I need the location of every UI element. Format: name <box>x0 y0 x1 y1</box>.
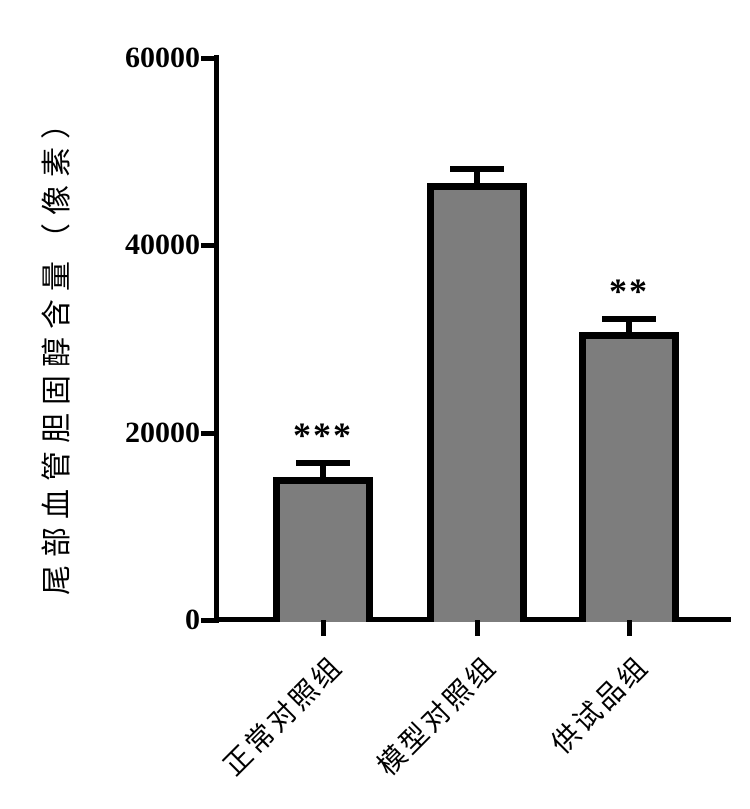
y-axis-tick-label: 0 <box>185 603 200 636</box>
error-bar-cap <box>602 316 656 323</box>
y-axis-line <box>214 55 219 623</box>
y-axis-tick <box>201 56 216 61</box>
error-bar-stem <box>474 169 480 189</box>
x-category-label: 模型对照组 <box>372 650 504 783</box>
bar-3 <box>579 332 679 622</box>
error-bar-cap <box>296 459 350 466</box>
bar-1 <box>273 476 373 622</box>
significance-label: *** <box>293 414 353 455</box>
error-bar-stem <box>320 462 326 483</box>
y-axis-title: 尾部血管胆固醇含量（像素） <box>41 101 74 595</box>
error-bar-cap <box>450 166 504 173</box>
y-axis-tick <box>201 243 216 249</box>
bar-2 <box>427 182 527 622</box>
significance-label: ** <box>609 271 649 312</box>
y-axis-tick-label: 20000 <box>125 415 200 449</box>
y-axis-tick <box>201 430 216 436</box>
y-axis-tick-label: 40000 <box>125 228 200 262</box>
x-axis-tick <box>627 620 632 636</box>
x-category-label: 正常对照组 <box>218 650 350 783</box>
y-axis-tick <box>201 618 216 623</box>
y-axis-tick-label: 60000 <box>125 41 200 74</box>
error-bar-stem <box>626 319 632 339</box>
x-axis-tick <box>321 620 326 636</box>
x-axis-tick <box>475 620 480 636</box>
